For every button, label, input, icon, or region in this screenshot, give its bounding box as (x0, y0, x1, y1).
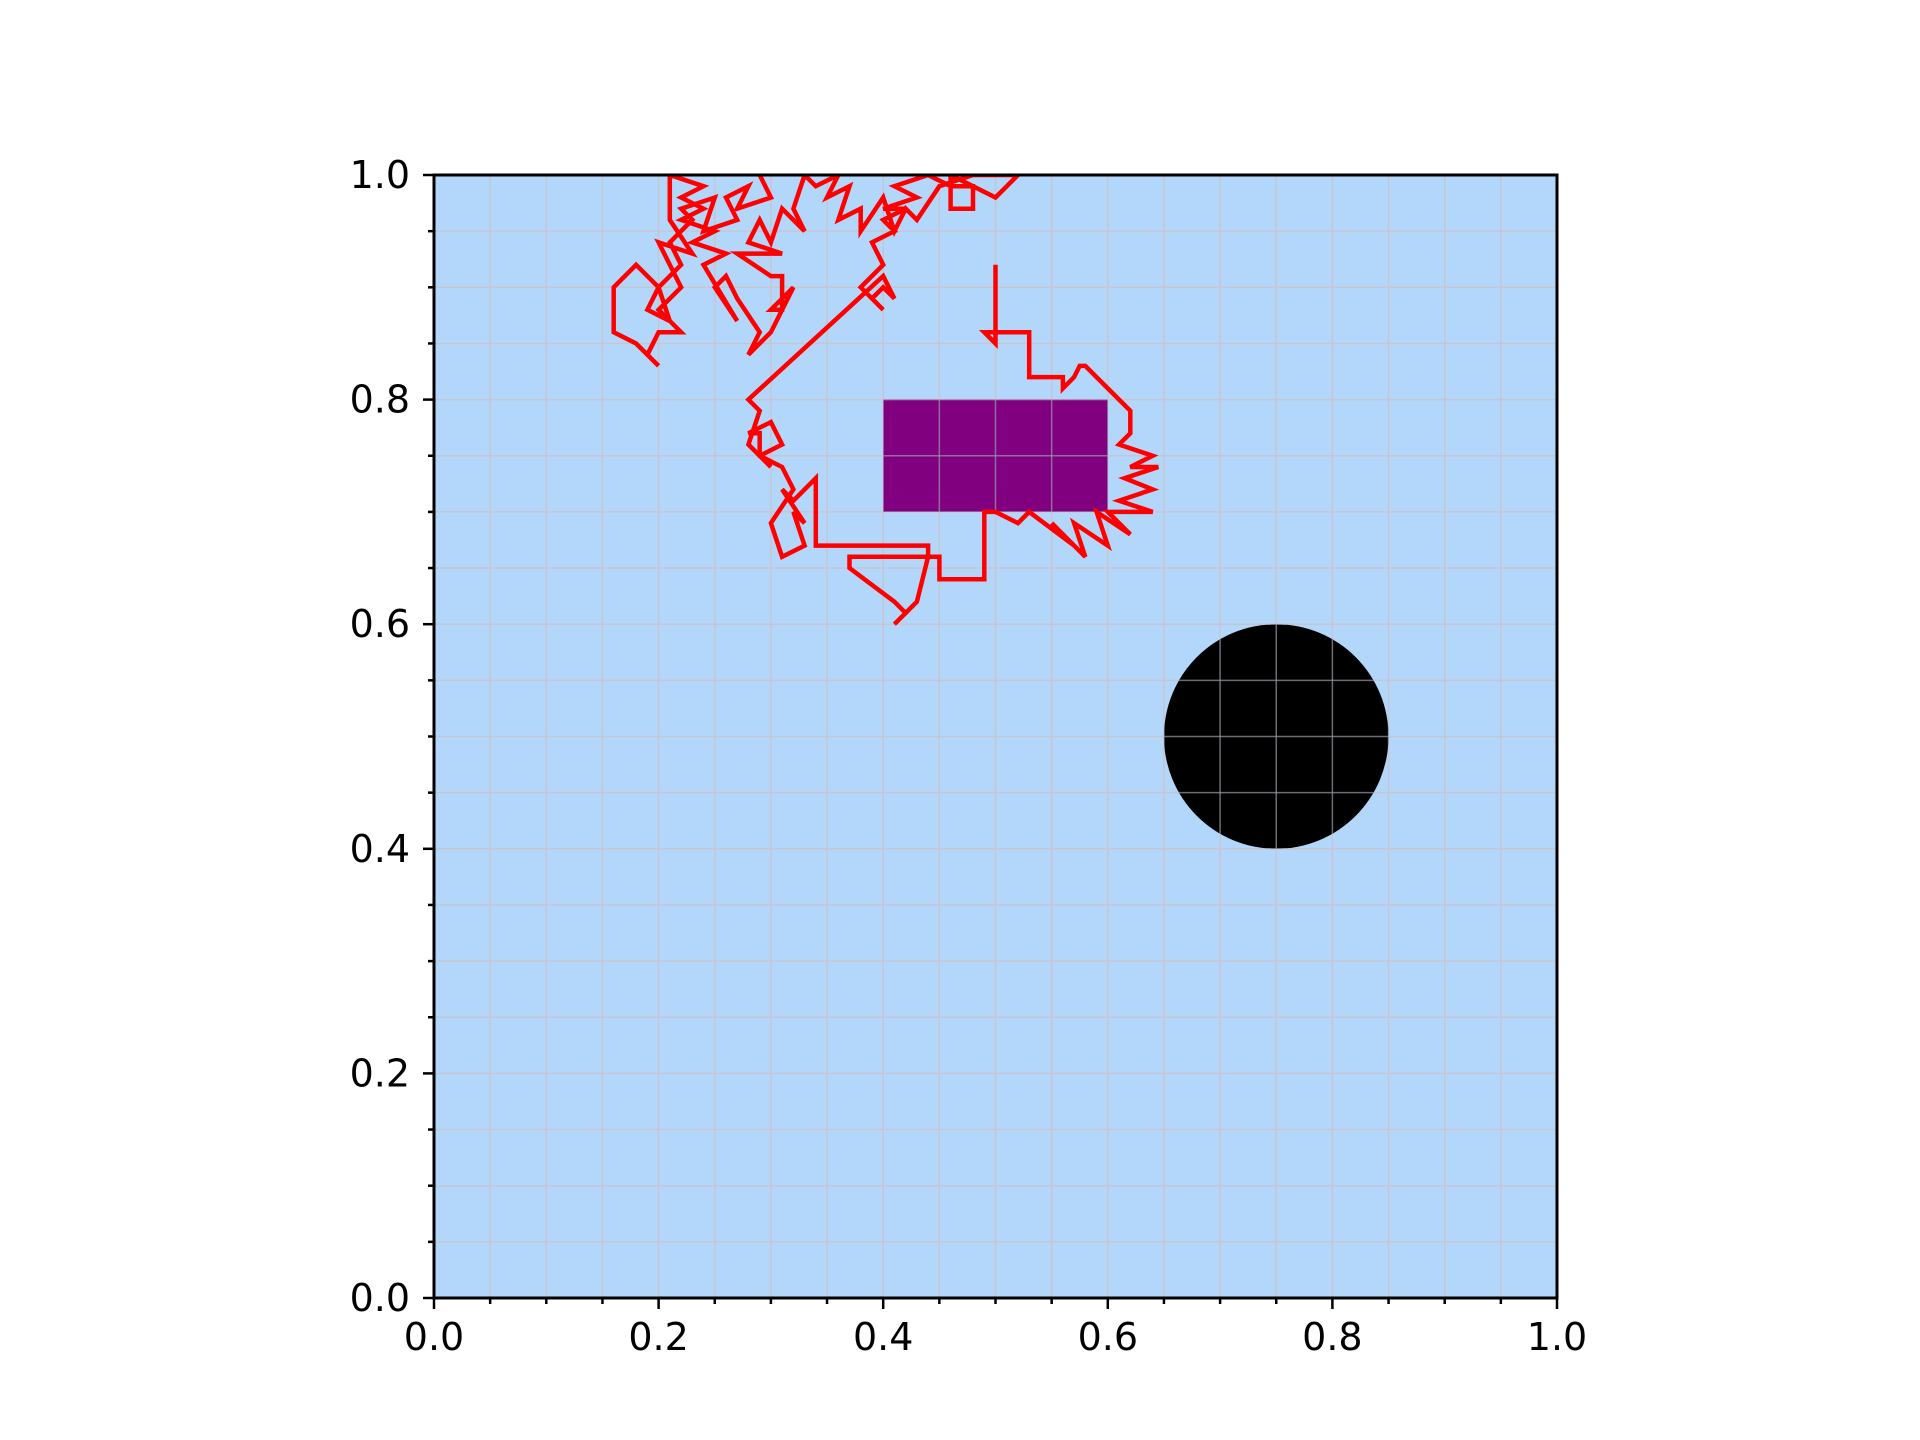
y-tick-label: 1.0 (350, 153, 410, 197)
path-series-line (611, 175, 1160, 626)
y-tick-label: 0.6 (350, 602, 410, 646)
x-tick-label: 0.6 (1078, 1315, 1138, 1359)
y-tick-label: 0.2 (350, 1051, 410, 1095)
x-tick-label: 0.4 (853, 1315, 913, 1359)
x-tick-label: 0.2 (628, 1315, 688, 1359)
y-tick-label: 0.4 (350, 827, 410, 871)
x-tick-label: 0.0 (404, 1315, 464, 1359)
tick-labels: 0.0 0.2 0.4 0.6 0.8 1.0 0.0 0.2 0.4 0.6 0.8 1.0 (350, 153, 1588, 1359)
ticks (423, 173, 1559, 1309)
y-tick-label: 0.8 (350, 378, 410, 422)
series-layer (611, 175, 1160, 626)
x-tick-label: 0.8 (1302, 1315, 1362, 1359)
x-tick-label: 1.0 (1527, 1315, 1587, 1359)
y-tick-label: 0.0 (350, 1276, 410, 1320)
